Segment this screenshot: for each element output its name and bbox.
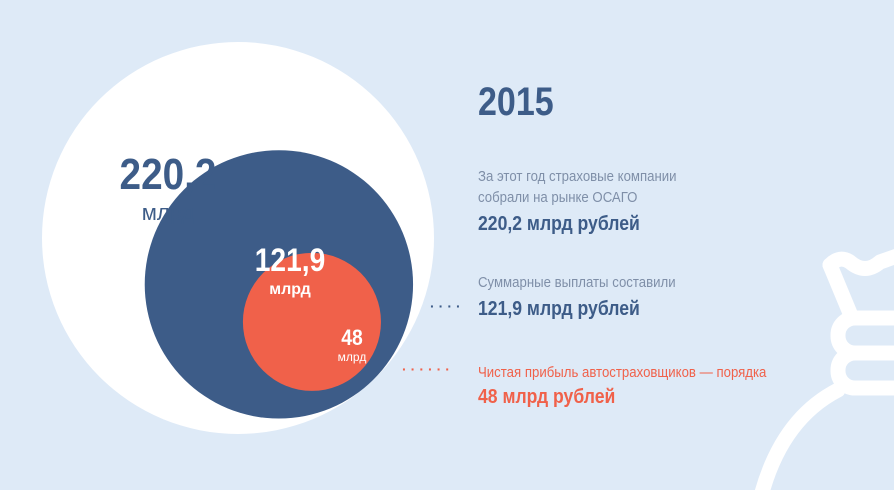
- item2-desc: Суммарные выплаты составили: [478, 274, 676, 291]
- bubble-profit-value: 48: [341, 325, 363, 350]
- connector-profit: ······: [402, 361, 454, 377]
- item2-value: 121,9 млрд рублей: [478, 298, 640, 320]
- bubble-profit: [242, 252, 381, 391]
- bubble-payouts-unit: млрд: [269, 281, 311, 298]
- bubble-profit-unit: млрд: [337, 350, 367, 364]
- item3-value: 48 млрд рублей: [478, 386, 616, 408]
- item3-desc: Чистая прибыль автостраховщиков — порядк…: [478, 364, 767, 381]
- item1-desc-line2: собрали на рынке ОСАГО: [478, 189, 638, 206]
- money-bag-icon: [754, 249, 894, 490]
- bubble-payouts-value: 121,9: [254, 242, 326, 278]
- year-heading: 2015: [478, 80, 554, 124]
- item1-desc-line1: За этот год страховые компании: [478, 168, 677, 185]
- item1-value: 220,2 млрд рублей: [478, 213, 640, 235]
- bubble-collected-unit: млрд: [141, 200, 195, 225]
- bubble-collected-value: 220,2: [119, 150, 217, 199]
- connector-payouts: ····: [430, 298, 465, 314]
